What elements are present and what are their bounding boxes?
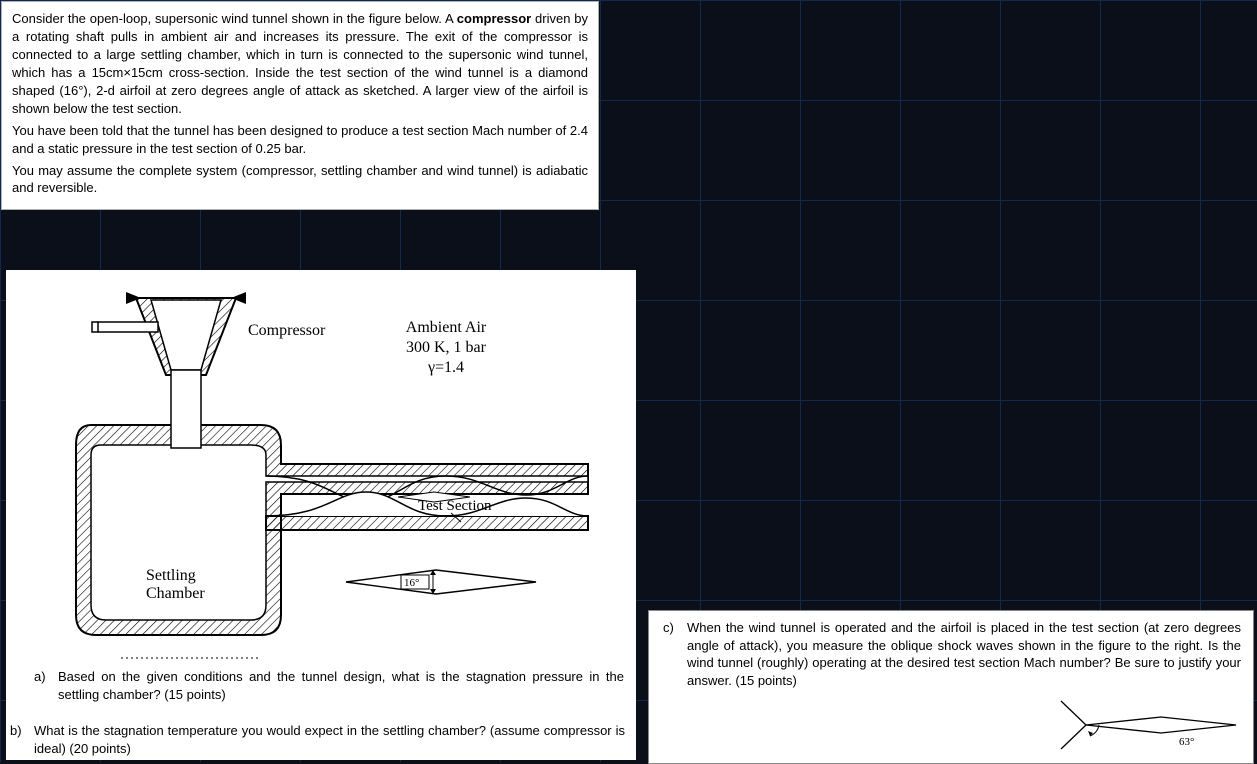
figure-panel: Test Section Compressor Ambient Air 300 …	[6, 270, 636, 760]
question-a: a) Based on the given conditions and the…	[34, 668, 624, 703]
question-b-marker: b)	[10, 722, 28, 757]
ambient-line2: 300 K, 1 bar	[406, 339, 487, 356]
ambient-line3: γ=1.4	[427, 359, 464, 376]
settling-line2: Chamber	[146, 585, 205, 602]
problem-para-2: You have been told that the tunnel has b…	[12, 122, 588, 158]
question-c-marker: c)	[663, 619, 681, 689]
compressor-label: Compressor	[248, 322, 326, 339]
shock-angle-label: 63°	[1179, 736, 1194, 748]
airfoil-angle: 16°	[404, 577, 419, 589]
ambient-line1: Ambient Air	[406, 319, 487, 336]
problem-statement-panel: Consider the open-loop, supersonic wind …	[1, 1, 599, 210]
question-b: b) What is the stagnation temperature yo…	[10, 722, 625, 757]
wind-tunnel-figure: Test Section Compressor Ambient Air 300 …	[6, 270, 636, 760]
settling-line1: Settling	[146, 567, 196, 584]
question-a-text: Based on the given conditions and the tu…	[58, 668, 624, 703]
question-a-marker: a)	[34, 668, 52, 703]
problem-para-1: Consider the open-loop, supersonic wind …	[12, 10, 588, 118]
shock-diagram: 63°	[1041, 695, 1241, 755]
problem-para-3: You may assume the complete system (comp…	[12, 162, 588, 198]
question-b-text: What is the stagnation temperature you w…	[34, 722, 625, 757]
question-c-panel: c) When the wind tunnel is operated and …	[648, 610, 1254, 764]
question-c-text: When the wind tunnel is operated and the…	[687, 619, 1241, 689]
test-section-label: Test Section	[418, 498, 492, 514]
question-c: c) When the wind tunnel is operated and …	[663, 619, 1241, 689]
bold-compressor: compressor	[457, 11, 531, 26]
